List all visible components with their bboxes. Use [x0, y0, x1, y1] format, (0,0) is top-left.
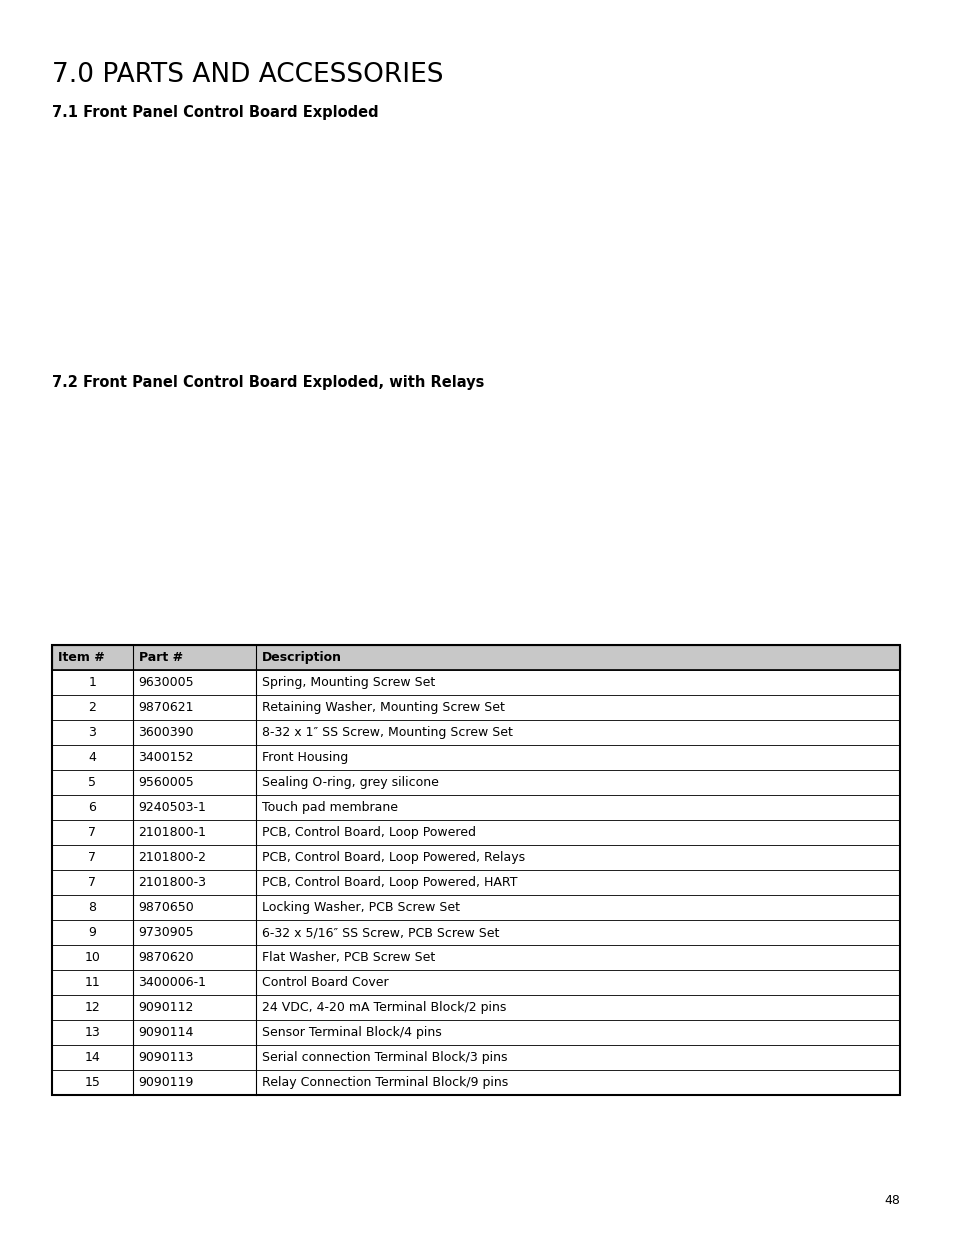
- Text: 7: 7: [89, 876, 96, 889]
- FancyBboxPatch shape: [52, 869, 899, 895]
- Text: 9730905: 9730905: [138, 926, 194, 939]
- Text: 1: 1: [89, 676, 96, 689]
- Text: 3600390: 3600390: [138, 726, 193, 739]
- Text: 15: 15: [84, 1076, 100, 1089]
- Text: 9090114: 9090114: [138, 1026, 193, 1039]
- FancyBboxPatch shape: [52, 920, 899, 945]
- Text: 48: 48: [883, 1194, 899, 1207]
- FancyBboxPatch shape: [52, 895, 899, 920]
- Text: 9560005: 9560005: [138, 776, 194, 789]
- FancyBboxPatch shape: [52, 1020, 899, 1045]
- Text: 6-32 x 5/16″ SS Screw, PCB Screw Set: 6-32 x 5/16″ SS Screw, PCB Screw Set: [261, 926, 498, 939]
- Text: 7.2 Front Panel Control Board Exploded, with Relays: 7.2 Front Panel Control Board Exploded, …: [52, 375, 484, 390]
- Text: 3400006-1: 3400006-1: [138, 976, 207, 989]
- FancyBboxPatch shape: [52, 820, 899, 845]
- Text: 3: 3: [89, 726, 96, 739]
- FancyBboxPatch shape: [52, 845, 899, 869]
- Text: 14: 14: [84, 1051, 100, 1065]
- Text: 9630005: 9630005: [138, 676, 194, 689]
- Text: Sealing O-ring, grey silicone: Sealing O-ring, grey silicone: [261, 776, 438, 789]
- Text: Spring, Mounting Screw Set: Spring, Mounting Screw Set: [261, 676, 435, 689]
- Text: 9870650: 9870650: [138, 902, 194, 914]
- Text: Description: Description: [261, 651, 341, 664]
- Text: Serial connection Terminal Block/3 pins: Serial connection Terminal Block/3 pins: [261, 1051, 506, 1065]
- Text: Sensor Terminal Block/4 pins: Sensor Terminal Block/4 pins: [261, 1026, 441, 1039]
- FancyBboxPatch shape: [52, 1045, 899, 1070]
- Text: 3400152: 3400152: [138, 751, 193, 764]
- FancyBboxPatch shape: [52, 645, 899, 671]
- Text: 9: 9: [89, 926, 96, 939]
- Text: Front Housing: Front Housing: [261, 751, 348, 764]
- FancyBboxPatch shape: [52, 995, 899, 1020]
- FancyBboxPatch shape: [52, 769, 899, 795]
- Text: Part #: Part #: [138, 651, 182, 664]
- Text: Locking Washer, PCB Screw Set: Locking Washer, PCB Screw Set: [261, 902, 459, 914]
- Text: 9870620: 9870620: [138, 951, 194, 965]
- FancyBboxPatch shape: [52, 945, 899, 969]
- Text: 9090112: 9090112: [138, 1002, 193, 1014]
- Text: 9870621: 9870621: [138, 701, 193, 714]
- FancyBboxPatch shape: [52, 720, 899, 745]
- Text: 7.1 Front Panel Control Board Exploded: 7.1 Front Panel Control Board Exploded: [52, 105, 378, 120]
- Text: 2101800-3: 2101800-3: [138, 876, 207, 889]
- Text: 11: 11: [84, 976, 100, 989]
- Text: 13: 13: [84, 1026, 100, 1039]
- Text: 2: 2: [89, 701, 96, 714]
- Text: 9090113: 9090113: [138, 1051, 193, 1065]
- Text: Touch pad membrane: Touch pad membrane: [261, 802, 397, 814]
- Text: 5: 5: [89, 776, 96, 789]
- Text: PCB, Control Board, Loop Powered: PCB, Control Board, Loop Powered: [261, 826, 475, 839]
- Text: 2101800-1: 2101800-1: [138, 826, 207, 839]
- Text: Retaining Washer, Mounting Screw Set: Retaining Washer, Mounting Screw Set: [261, 701, 504, 714]
- FancyBboxPatch shape: [52, 695, 899, 720]
- Text: 6: 6: [89, 802, 96, 814]
- Text: 4: 4: [89, 751, 96, 764]
- FancyBboxPatch shape: [52, 745, 899, 769]
- Text: 9090119: 9090119: [138, 1076, 193, 1089]
- Text: Flat Washer, PCB Screw Set: Flat Washer, PCB Screw Set: [261, 951, 435, 965]
- Text: 7: 7: [89, 851, 96, 864]
- FancyBboxPatch shape: [52, 969, 899, 995]
- FancyBboxPatch shape: [52, 795, 899, 820]
- Text: PCB, Control Board, Loop Powered, HART: PCB, Control Board, Loop Powered, HART: [261, 876, 517, 889]
- Text: 7: 7: [89, 826, 96, 839]
- Text: 9240503-1: 9240503-1: [138, 802, 206, 814]
- Text: Item #: Item #: [58, 651, 105, 664]
- Text: 24 VDC, 4-20 mA Terminal Block/2 pins: 24 VDC, 4-20 mA Terminal Block/2 pins: [261, 1002, 505, 1014]
- Text: Relay Connection Terminal Block/9 pins: Relay Connection Terminal Block/9 pins: [261, 1076, 507, 1089]
- Text: PCB, Control Board, Loop Powered, Relays: PCB, Control Board, Loop Powered, Relays: [261, 851, 524, 864]
- Text: 10: 10: [84, 951, 100, 965]
- Text: 2101800-2: 2101800-2: [138, 851, 207, 864]
- FancyBboxPatch shape: [52, 671, 899, 695]
- Text: 7.0 PARTS AND ACCESSORIES: 7.0 PARTS AND ACCESSORIES: [52, 62, 443, 88]
- Text: 12: 12: [84, 1002, 100, 1014]
- Text: 8: 8: [89, 902, 96, 914]
- FancyBboxPatch shape: [52, 1070, 899, 1095]
- Text: 8-32 x 1″ SS Screw, Mounting Screw Set: 8-32 x 1″ SS Screw, Mounting Screw Set: [261, 726, 512, 739]
- Text: Control Board Cover: Control Board Cover: [261, 976, 388, 989]
